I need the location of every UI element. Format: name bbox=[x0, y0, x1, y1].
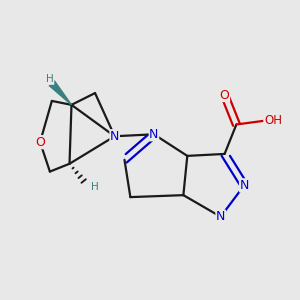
Text: O: O bbox=[35, 136, 45, 148]
Text: O: O bbox=[220, 88, 230, 101]
Text: OH: OH bbox=[264, 114, 282, 127]
Text: N: N bbox=[239, 179, 249, 192]
Text: N: N bbox=[110, 130, 119, 143]
Polygon shape bbox=[49, 81, 71, 105]
Text: N: N bbox=[149, 128, 159, 141]
Text: H: H bbox=[46, 74, 54, 84]
Text: H: H bbox=[91, 182, 99, 192]
Text: N: N bbox=[216, 210, 225, 223]
